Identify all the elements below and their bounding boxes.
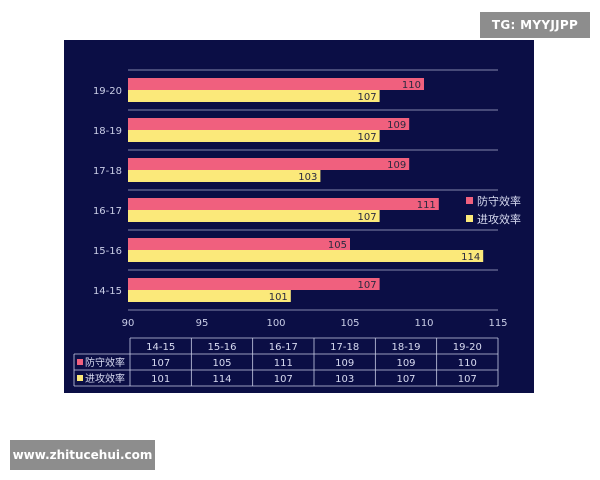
bar-offense (128, 290, 291, 302)
y-tick-label: 16-17 (93, 206, 122, 217)
bar-offense (128, 250, 484, 262)
chart-panel: 14-15 107 101 15-16 105 114 16-17 111 107 17-18 10… (64, 40, 534, 393)
bar-value-label: 110 (402, 80, 421, 91)
table-header-cell: 19-20 (453, 342, 482, 353)
y-tick-label: 18-19 (93, 126, 122, 137)
table-cell: 101 (151, 374, 170, 385)
bar-value-label: 105 (328, 240, 347, 251)
table-cell: 105 (212, 358, 231, 369)
bar-defense (128, 158, 410, 170)
bar-chart: 14-15 107 101 15-16 105 114 16-17 111 107 17-18 10… (73, 69, 521, 387)
bar-value-label: 114 (461, 252, 480, 263)
bar-value-label: 101 (269, 292, 288, 303)
bar-defense (128, 78, 424, 90)
bar-defense (128, 198, 439, 210)
bar-defense (128, 238, 350, 250)
table-row-label: 进攻效率 (85, 372, 125, 385)
table-swatch-offense (77, 375, 83, 381)
table-header-cell: 18-19 (391, 342, 420, 353)
table-row-label: 防守效率 (85, 356, 125, 369)
table-cell: 107 (458, 374, 477, 385)
bar-value-label: 107 (358, 92, 377, 103)
watermark-bottom-left: www.zhitucehui.com (10, 440, 155, 470)
y-tick-label: 14-15 (93, 286, 122, 297)
table-cell: 109 (335, 358, 354, 369)
bar-offense (128, 90, 380, 102)
x-tick-label: 110 (414, 318, 433, 329)
table-cell: 107 (274, 374, 293, 385)
legend-swatch-defense (466, 197, 473, 204)
table-header-cell: 14-15 (146, 342, 175, 353)
table-header-cell: 16-17 (269, 342, 298, 353)
x-tick-label: 100 (266, 318, 285, 329)
bar-value-label: 107 (358, 212, 377, 223)
table-swatch-defense (77, 359, 83, 365)
bar-value-label: 107 (358, 132, 377, 143)
legend-swatch-offense (466, 215, 473, 222)
table-cell: 107 (151, 358, 170, 369)
bar-value-label: 109 (387, 160, 406, 171)
watermark-top-right: TG: MYYJJPP (480, 12, 590, 38)
x-tick-label: 90 (122, 318, 135, 329)
y-tick-label: 19-20 (93, 86, 122, 97)
bar-offense (128, 210, 380, 222)
table-cell: 103 (335, 374, 354, 385)
bar-offense (128, 170, 321, 182)
bar-offense (128, 130, 380, 142)
legend-label: 防守效率 (477, 194, 521, 208)
table-cell: 114 (212, 374, 231, 385)
bar-value-label: 107 (358, 280, 377, 291)
table-cell: 107 (396, 374, 415, 385)
x-tick-label: 105 (340, 318, 359, 329)
bar-value-label: 103 (298, 172, 317, 183)
table-header-cell: 15-16 (207, 342, 236, 353)
table-cell: 110 (458, 358, 477, 369)
bar-value-label: 109 (387, 120, 406, 131)
y-tick-label: 15-16 (93, 246, 122, 257)
x-tick-label: 95 (196, 318, 209, 329)
table-cell: 111 (274, 358, 293, 369)
x-tick-label: 115 (488, 318, 507, 329)
table-cell: 109 (396, 358, 415, 369)
bar-defense (128, 278, 380, 290)
table-header-cell: 17-18 (330, 342, 359, 353)
bar-value-label: 111 (417, 200, 436, 211)
legend-label: 进攻效率 (477, 212, 521, 226)
y-tick-label: 17-18 (93, 166, 122, 177)
bar-defense (128, 118, 410, 130)
